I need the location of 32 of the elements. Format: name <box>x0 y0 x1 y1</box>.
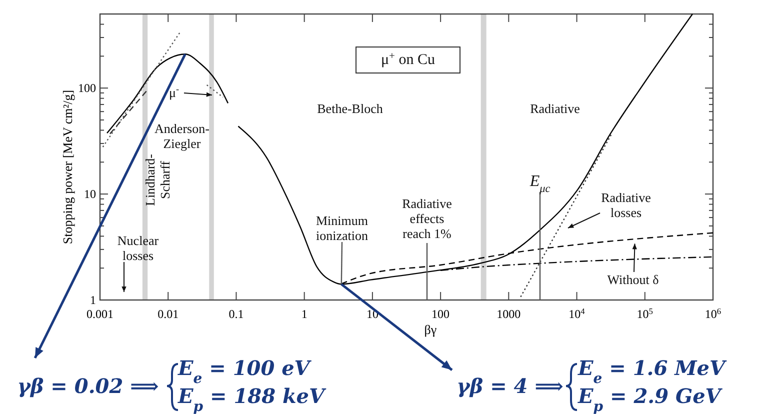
y-tick-label: 100 <box>78 81 96 96</box>
x-tick-label: 1 <box>301 307 308 321</box>
annotation: μ$^{+}$ on Cu <box>381 50 436 68</box>
text: E$_{e}$ = 1.6 MeV <box>577 356 728 387</box>
y-tick-label: 10 <box>84 187 96 202</box>
annotation: Radiative effects reach 1% <box>402 196 452 241</box>
x-tick-label: 0.1 <box>228 307 244 321</box>
annotation: Radiative <box>530 101 580 116</box>
annotation: Bethe-Bloch <box>317 101 384 116</box>
x-tick-label: 0.001 <box>86 307 114 321</box>
x-tick-label: 100 <box>432 307 450 321</box>
text: E$_{e}$ = 100 eV <box>177 356 312 387</box>
annotation: Anderson- Ziegler <box>154 121 210 151</box>
annotation: μ$^{-}$ <box>168 84 180 100</box>
x-tick-label: 10$^{6}$ <box>704 306 722 321</box>
text: E$_{p}$ = 2.9 GeV <box>577 384 724 414</box>
x-axis-title: βγ <box>424 322 437 337</box>
x-tick-label: 10$^{4}$ <box>568 306 586 321</box>
x-tick-label: 1000 <box>496 307 521 321</box>
text: E$_{p}$ = 188 keV <box>177 384 328 414</box>
x-tick-label: 0.01 <box>158 307 179 321</box>
y-tick-label: 1 <box>90 293 96 307</box>
y-axis-title: Stopping power [MeV cm²/g] <box>60 90 75 244</box>
annotation: Nuclear losses <box>117 233 160 263</box>
annotation: Radiative losses <box>601 190 652 220</box>
annotation: Minimum ionization <box>316 213 368 243</box>
annotation: Lindhard- Scharff <box>142 154 172 206</box>
annotation: E$_{μc}$ <box>528 173 550 195</box>
annotation: γβ = 4 ⟹ <box>456 374 564 398</box>
annotation: Without δ <box>607 272 659 287</box>
x-tick-label: 10$^{5}$ <box>636 306 653 321</box>
annotation: γβ = 0.02 ⟹ <box>17 374 159 398</box>
